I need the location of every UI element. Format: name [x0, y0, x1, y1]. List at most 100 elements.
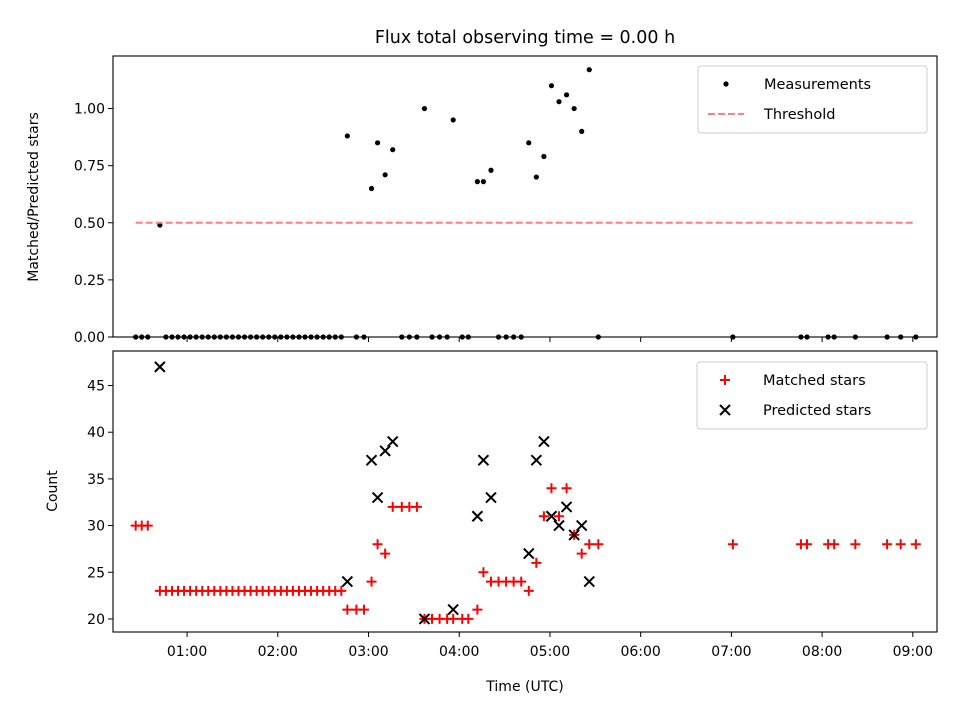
matched-stars-point	[554, 511, 565, 522]
measurement-point	[825, 334, 831, 340]
predicted-stars-point	[575, 519, 588, 532]
y-tick-label: 0.75	[74, 159, 105, 175]
measurement-point	[284, 334, 290, 340]
matched-stars-point	[387, 501, 398, 512]
measurement-point	[175, 334, 181, 340]
measurement-point	[308, 334, 314, 340]
measurement-point	[229, 334, 236, 340]
measurement-point	[368, 185, 375, 192]
predicted-stars-point	[568, 529, 580, 541]
matched-stars-point	[882, 539, 893, 550]
measurement-point	[344, 133, 350, 139]
legend-label: Threshold	[763, 107, 835, 123]
measurement-point	[193, 334, 199, 340]
count-y-axis-label: Count	[45, 470, 61, 512]
measurement-point	[217, 334, 223, 340]
matched-stars-point	[366, 576, 377, 587]
measurement-point	[211, 334, 217, 340]
matched-stars-point	[448, 613, 459, 624]
matched-stars-point	[472, 604, 483, 615]
measurement-point	[595, 334, 601, 340]
measurement-point	[254, 334, 260, 340]
legend-measurements-swatch	[723, 81, 729, 87]
predicted-stars-point	[538, 435, 550, 448]
predicted-stars-point	[365, 454, 378, 466]
measurement-point	[571, 105, 577, 112]
y-tick-label: 0.00	[74, 330, 105, 346]
ratio-y-axis-label: Matched/Predicted stars	[26, 112, 42, 282]
matched-stars-point	[801, 539, 812, 550]
measurement-point	[913, 334, 919, 340]
measurement-point	[495, 334, 502, 340]
measurement-point	[163, 334, 169, 340]
measurement-point	[533, 174, 539, 180]
measurement-point	[290, 334, 296, 340]
measurement-point	[503, 334, 509, 340]
y-tick-label: 20	[87, 612, 105, 628]
measurement-point	[296, 334, 302, 340]
measurement-point	[181, 334, 187, 340]
measurement-point	[223, 334, 229, 340]
matched-stars-point	[546, 483, 557, 494]
count-panel: 01:00 02:00 03:00 04:00 05:00 06:00 07:00 08:00…	[87, 350, 938, 660]
measurement-point	[272, 334, 278, 340]
measurement-point	[406, 334, 412, 340]
x-tick-label: 03:00	[348, 644, 388, 660]
ratio-panel: 0.00 0.25 0.50 0.75 1.00 Measurements Threshol…	[74, 55, 938, 346]
measurement-point	[474, 179, 480, 185]
x-tick-label: 06:00	[620, 644, 660, 660]
legend-matched-swatch	[720, 375, 730, 385]
measurement-point	[831, 334, 837, 340]
legend-predicted-swatch	[719, 404, 731, 416]
measurement-point	[511, 334, 517, 340]
matched-stars-point	[727, 539, 738, 550]
measurement-point	[480, 179, 487, 185]
matched-stars-point	[593, 539, 604, 550]
measurement-point	[235, 334, 242, 340]
matched-stars-point	[850, 539, 861, 550]
measurement-point	[399, 334, 405, 340]
measurement-point	[338, 334, 344, 340]
x-tick-label: 05:00	[530, 644, 570, 660]
measurement-point	[361, 334, 367, 340]
predicted-stars-point	[560, 501, 573, 513]
x-tick-label: 07:00	[711, 644, 751, 660]
measurement-point	[326, 334, 332, 340]
x-tick-label: 08:00	[802, 644, 842, 660]
measurement-point	[278, 334, 284, 340]
y-tick-label: 35	[87, 472, 105, 488]
y-tick-label: 25	[87, 565, 105, 581]
y-tick-label: 0.50	[74, 216, 105, 232]
measurement-point	[353, 334, 360, 340]
legend-label: Matched stars	[763, 373, 866, 389]
legend-box	[696, 361, 928, 430]
matched-stars-point	[523, 585, 534, 596]
measurement-point	[205, 334, 211, 340]
matched-stars-point	[531, 557, 542, 568]
measurement-point	[730, 334, 736, 340]
x-axis-label: Time (UTC)	[485, 679, 563, 695]
y-tick-label: 40	[87, 425, 105, 441]
matched-stars-point	[895, 539, 906, 550]
measurement-point	[586, 67, 592, 73]
measurement-point	[302, 334, 308, 340]
measurement-point	[804, 334, 810, 340]
measurement-point	[518, 334, 524, 340]
matched-stars-point	[584, 539, 595, 550]
measurement-point	[241, 334, 248, 340]
matched-stars-point	[910, 539, 921, 550]
predicted-stars-point	[379, 445, 391, 457]
measurement-point	[563, 92, 570, 98]
legend-label: Measurements	[764, 77, 871, 93]
matched-stars-point	[478, 567, 489, 578]
measurement-point	[374, 140, 381, 146]
matched-stars-point	[411, 501, 422, 512]
predicted-stars-point	[418, 613, 431, 625]
predicted-stars-point	[341, 575, 354, 588]
y-tick-label: 0.25	[74, 273, 105, 289]
measurement-point	[852, 334, 858, 340]
measurement-point	[541, 153, 547, 160]
matched-stars-point	[576, 548, 587, 559]
measurement-point	[139, 334, 145, 340]
measurement-point	[390, 147, 396, 153]
